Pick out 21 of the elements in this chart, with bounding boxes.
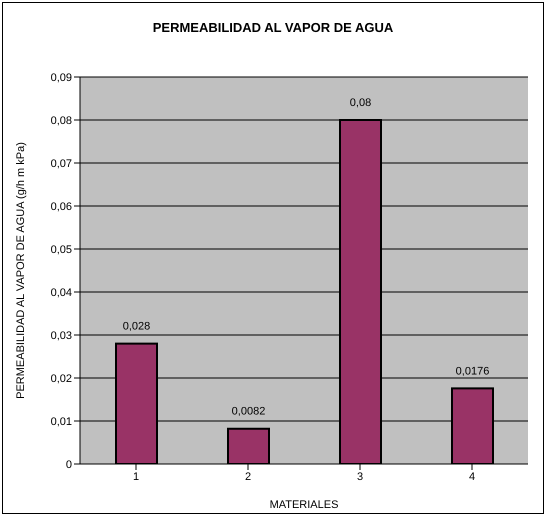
x-tick-label: 2	[244, 470, 252, 483]
y-tick-label: 0,09	[50, 72, 72, 84]
data-label: 0,028	[122, 320, 150, 333]
data-label: 0,0082	[232, 406, 266, 418]
y-tick-label: 0,06	[50, 200, 72, 213]
y-tick-label: 0,05	[50, 244, 72, 256]
y-tick-label: 0	[66, 458, 72, 471]
y-tick-label: 0,01	[50, 416, 72, 428]
y-tick-label: 0,07	[50, 158, 72, 170]
x-tick-label: 3	[356, 470, 364, 483]
y-axis-title: PERMEABILIDAD AL VAPOR DE AGUA (g/h m kPa)	[14, 142, 27, 399]
x-tick-label: 1	[132, 470, 140, 483]
chart-title: PERMEABILIDAD AL VAPOR DE AGUA	[152, 20, 394, 35]
y-tick-label: 0,03	[50, 330, 72, 342]
y-tick-label: 0,04	[50, 286, 72, 299]
y-tick-label: 0,02	[50, 372, 72, 385]
data-label: 0,0176	[456, 365, 490, 378]
data-label: 0,08	[350, 97, 372, 109]
y-tick-label: 0,08	[50, 114, 72, 127]
x-axis-title: MATERIALES	[270, 499, 338, 511]
x-tick-label: 4	[468, 470, 476, 483]
